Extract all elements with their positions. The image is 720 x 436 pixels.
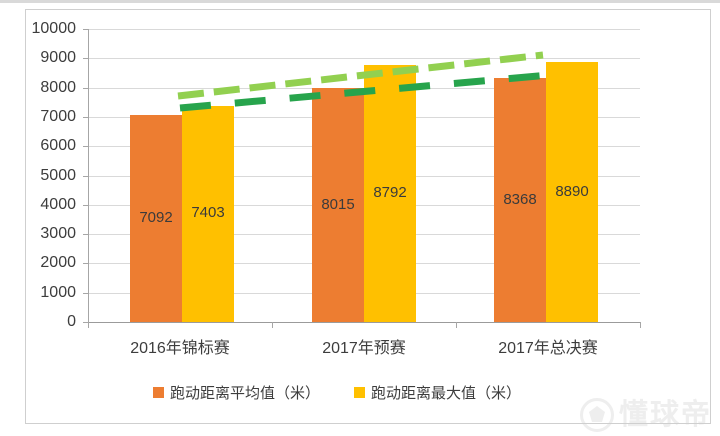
legend-label-average: 跑动距离平均值（米） [169, 384, 320, 402]
watermark-text: 懂球帝 [618, 399, 712, 431]
chart-frame [25, 9, 711, 424]
y-axis-tick [83, 263, 88, 264]
x-axis-tick [456, 322, 457, 328]
x-axis-tick [88, 322, 89, 328]
bar-value-label: 7092 [139, 209, 173, 226]
trendline-max [177, 51, 544, 100]
y-axis-tick [83, 176, 88, 177]
y-tick-label: 2000 [40, 254, 76, 271]
top-edge-strip [0, 0, 720, 3]
y-axis-tick [83, 322, 88, 323]
gridline-10000 [88, 29, 640, 30]
bar-max-2017pre [364, 65, 416, 322]
y-tick-label: 8000 [40, 79, 76, 96]
legend: 跑动距离平均值（米） 跑动距离最大值（米） [25, 382, 709, 402]
bar-max-2017final [546, 62, 598, 322]
y-axis-tick [83, 146, 88, 147]
y-axis-tick [83, 234, 88, 235]
y-axis-line [88, 29, 89, 322]
bar-average-2016 [130, 115, 182, 322]
bar-value-label: 8015 [321, 196, 355, 213]
y-tick-label: 7000 [40, 108, 76, 125]
category-label-2017final: 2017年总决赛 [498, 340, 598, 357]
legend-item-average: 跑动距离平均值（米） [152, 382, 320, 403]
y-tick-label: 5000 [40, 167, 76, 184]
bar-max-2016 [182, 106, 234, 322]
legend-swatch-max-icon [354, 386, 365, 398]
legend-swatch-average-icon [152, 386, 164, 398]
x-axis-tick [640, 322, 641, 328]
trendline-average [179, 70, 561, 112]
y-axis-tick [83, 293, 88, 294]
y-axis-tick [83, 29, 88, 30]
legend-label-max: 跑动距离最大值（米） [371, 384, 522, 402]
bar-value-label: 7403 [191, 204, 225, 221]
category-label-2016: 2016年锦标赛 [130, 340, 230, 357]
y-tick-label: 0 [67, 313, 76, 330]
bar-average-2017final [494, 78, 546, 322]
x-axis-tick [272, 322, 273, 328]
y-tick-label: 10000 [31, 20, 77, 37]
bar-value-label: 8890 [555, 183, 589, 200]
y-axis-tick [83, 205, 88, 206]
y-tick-label: 4000 [40, 196, 76, 213]
bar-value-label: 8792 [373, 184, 407, 201]
legend-item-max: 跑动距离最大值（米） [354, 382, 521, 403]
gridline-9000 [88, 58, 640, 59]
y-axis-tick [83, 88, 88, 89]
x-axis-line [88, 322, 640, 323]
category-label-2017pre: 2017年预赛 [322, 340, 406, 357]
bar-average-2017pre [312, 88, 364, 322]
y-tick-label: 9000 [40, 49, 76, 66]
bar-value-label: 8368 [503, 191, 537, 208]
y-tick-label: 6000 [40, 137, 76, 154]
y-tick-label: 3000 [40, 225, 76, 242]
y-axis-tick [83, 58, 88, 59]
watermark: 懂球帝 [579, 397, 712, 433]
y-axis-tick [83, 117, 88, 118]
watermark-logo-icon [579, 398, 614, 432]
y-tick-label: 1000 [40, 284, 76, 301]
